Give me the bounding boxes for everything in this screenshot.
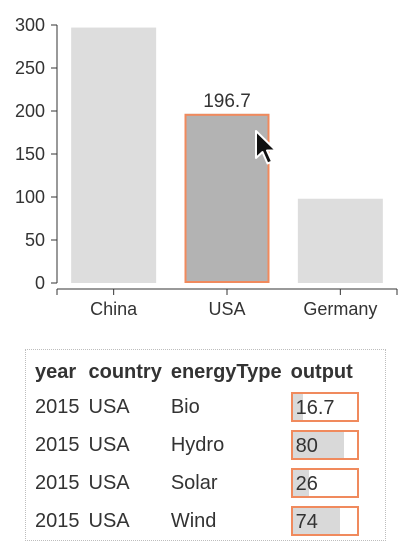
cell-output: 16.7 xyxy=(288,388,365,426)
cell-country: USA xyxy=(88,433,130,456)
output-bar-cell: 74 xyxy=(290,506,359,536)
cell-year: 2015 xyxy=(35,509,80,532)
cell-year: 2015 xyxy=(35,471,80,494)
output-bar-cell: 26 xyxy=(290,468,359,498)
data-table-panel: year country energyType output 2015 USA … xyxy=(25,349,386,541)
cell-output: 26 xyxy=(288,464,365,502)
cell-energy-type: Hydro xyxy=(170,433,225,456)
y-tick-label: 0 xyxy=(35,273,45,293)
table-row[interactable]: 2015 USA Hydro 80 xyxy=(32,426,365,464)
bar-value-label: 196.7 xyxy=(203,91,251,112)
output-bar-cell: 80 xyxy=(290,430,359,460)
cell-year: 2015 xyxy=(35,433,80,456)
output-bar-fill xyxy=(292,470,310,496)
output-value: 26 xyxy=(295,473,318,495)
cell-year: 2015 xyxy=(35,395,80,418)
x-tick-label: China xyxy=(90,299,138,319)
output-bar-fill xyxy=(292,508,340,534)
y-tick-label: 100 xyxy=(15,187,45,207)
x-tick-label: USA xyxy=(208,299,245,319)
bar-chart: 0 50 100 150 200 250 300 China USA Germany 196.7 xyxy=(15,15,398,319)
output-bar-fill xyxy=(292,432,344,458)
bar-highlight-outline xyxy=(184,113,270,283)
y-tick-label: 300 xyxy=(15,15,45,35)
cell-country: USA xyxy=(88,509,130,532)
table-row[interactable]: 2015 USA Solar 26 xyxy=(32,464,365,502)
bar[interactable] xyxy=(297,198,383,283)
column-header-country: country xyxy=(88,360,162,383)
cell-energy-type: Wind xyxy=(170,509,217,532)
column-header-year: year xyxy=(35,360,77,383)
table-row[interactable]: 2015 USA Wind 74 xyxy=(32,502,365,540)
y-axis: 0 50 100 150 200 250 300 xyxy=(15,15,58,293)
cell-country: USA xyxy=(88,471,130,494)
table-header-row: year country energyType output xyxy=(32,356,365,388)
output-value: 16.7 xyxy=(295,397,335,419)
cell-output: 80 xyxy=(288,426,365,464)
column-header-energy-type: energyType xyxy=(170,360,282,383)
mouse-pointer-icon xyxy=(255,130,277,165)
y-tick-label: 200 xyxy=(15,101,45,121)
output-value: 80 xyxy=(295,435,318,457)
cell-energy-type: Solar xyxy=(170,471,218,494)
output-value: 74 xyxy=(295,511,318,533)
output-bar-fill xyxy=(292,394,304,420)
cell-country: USA xyxy=(88,395,130,418)
table-row[interactable]: 2015 USA Bio 16.7 xyxy=(32,388,365,426)
cell-energy-type: Bio xyxy=(170,395,200,418)
data-labels: 196.7 xyxy=(203,91,251,112)
cell-output: 74 xyxy=(288,502,365,540)
y-tick-label: 250 xyxy=(15,58,45,78)
bars xyxy=(71,27,383,283)
y-tick-label: 50 xyxy=(25,230,45,250)
bar[interactable] xyxy=(71,27,157,283)
x-axis: China USA Germany xyxy=(56,288,398,319)
data-table: year country energyType output 2015 USA … xyxy=(32,356,365,540)
y-tick-label: 150 xyxy=(15,144,45,164)
x-tick-label: Germany xyxy=(303,299,377,319)
output-bar-cell: 16.7 xyxy=(290,392,359,422)
column-header-output: output xyxy=(290,360,353,383)
